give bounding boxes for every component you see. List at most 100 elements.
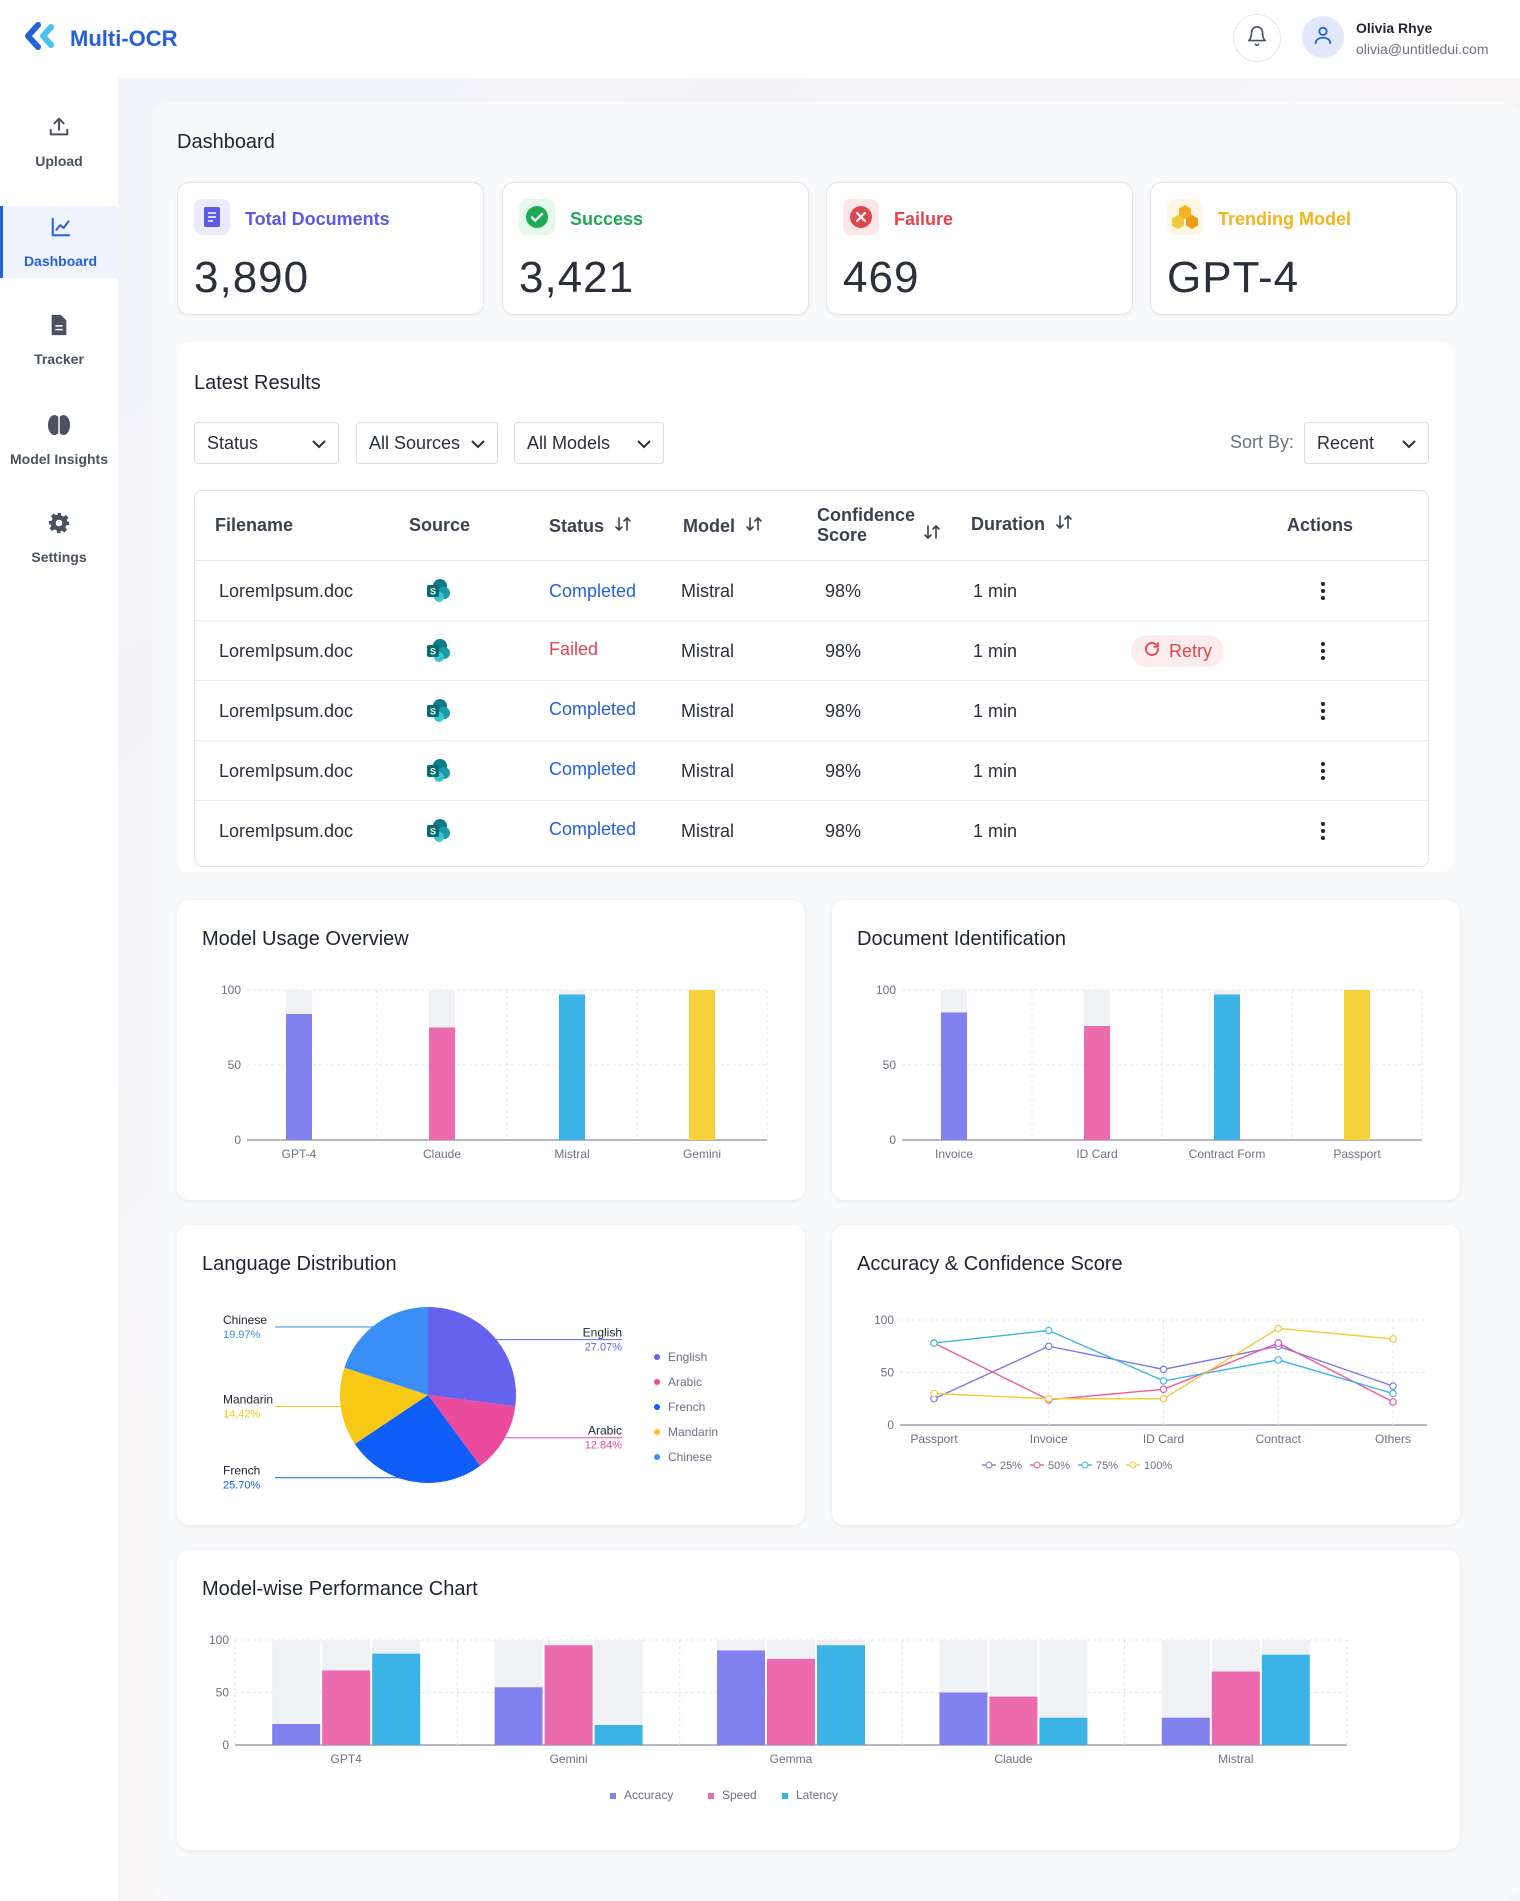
pie-slice-french [354, 1395, 481, 1483]
y-tick-label: 100 [221, 983, 241, 997]
performance-card: Model-wise Performance Chart 0 50 100 GPT4 G… [177, 1550, 1460, 1850]
table-row[interactable]: LoremIpsum.doc S Completed Mistral 98% 1… [195, 741, 1428, 801]
column-header-status[interactable]: Status [549, 515, 632, 538]
bar-speed-gpt4 [322, 1670, 371, 1745]
legend-marker [654, 1454, 660, 1460]
sidebar-item-label: Upload [35, 152, 83, 169]
filename-cell[interactable]: LoremIpsum.doc [219, 641, 354, 661]
row-menu-button[interactable] [1317, 817, 1329, 845]
column-header-confidence[interactable]: Confidence Score [817, 505, 940, 545]
legend-marker [654, 1354, 660, 1360]
accuracy-confidence-card: Accuracy & Confidence Score 0 50 100 Passpo… [832, 1225, 1460, 1525]
column-header-duration[interactable]: Duration [971, 513, 1073, 536]
y-tick-label: 0 [889, 1133, 896, 1147]
sidebar-item-dashboard[interactable]: Dashboard [0, 206, 118, 278]
model-filter[interactable]: All Models [514, 422, 664, 464]
language-distribution-chart: English 27.07% Arabic 12.84% French 25.70% Man… [223, 1307, 718, 1492]
legend-label: Speed [722, 1788, 757, 1802]
model-cell: Mistral [681, 821, 734, 841]
bar-latency-mistral [1261, 1654, 1310, 1745]
confidence-cell: 98% [825, 581, 862, 601]
sidebar-item-tracker[interactable]: Tracker [0, 304, 118, 376]
filename-cell[interactable]: LoremIpsum.doc [219, 761, 354, 781]
status-cell: Failed [549, 639, 599, 659]
chevron-down-icon [312, 433, 326, 454]
top-bar: Multi-OCR Olivia Rhye olivia@untitledui.… [0, 0, 1520, 78]
sidebar-item-label: Dashboard [23, 252, 98, 269]
model-cell: Mistral [681, 701, 734, 721]
data-point [1389, 1382, 1397, 1390]
legend-label: 50% [1048, 1460, 1070, 1472]
y-tick-label: 50 [228, 1058, 242, 1072]
x-tick-label: ID Card [1076, 1147, 1117, 1161]
sidebar-item-settings[interactable]: Settings [0, 502, 118, 574]
document-icon [194, 199, 230, 235]
sort-select[interactable]: Recent [1304, 422, 1429, 464]
stat-value: 3,421 [519, 253, 635, 302]
file-icon [49, 314, 69, 341]
sidebar-item-label: Tracker [34, 350, 84, 367]
stat-label: Trending Model [1218, 209, 1351, 229]
bar-latency-gpt4 [372, 1653, 421, 1745]
legend-label: 25% [1000, 1460, 1022, 1472]
table-row[interactable]: LoremIpsum.doc S Completed Mistral 98% 1… [195, 561, 1428, 621]
bar-passport [1344, 990, 1370, 1140]
model-usage-chart: 0 50 100 GPT-4 Claude Mistral Gemini [221, 983, 768, 1161]
accuracy-confidence-chart: 0 50 100 Passport Invoice ID Card Contract Othe… [874, 1313, 1427, 1472]
confidence-cell: 98% [825, 701, 862, 721]
sidebar-item-upload[interactable]: Upload [0, 106, 118, 178]
filename-cell[interactable]: LoremIpsum.doc [219, 701, 354, 721]
legend-label-english: English [668, 1350, 707, 1364]
chevron-down-icon [1402, 433, 1416, 454]
retry-button[interactable]: Retry [1131, 635, 1225, 667]
y-tick-label: 0 [222, 1738, 229, 1752]
results-table: Filename Source Status Model Confidence … [194, 490, 1429, 867]
user-email: olivia@untitledui.com [1356, 41, 1489, 57]
chart-title: Document Identification [857, 928, 1067, 950]
stat-card-success: Success 3,421 [502, 182, 809, 315]
latest-results-title: Latest Results [194, 372, 321, 394]
row-menu-button[interactable] [1317, 637, 1329, 665]
legend-label-arabic: Arabic [668, 1375, 702, 1389]
table-row[interactable]: LoremIpsum.doc S Completed Mistral 98% 1… [195, 801, 1428, 861]
sidebar-item-model-insights[interactable]: Model Insights [0, 404, 118, 476]
row-menu-button[interactable] [1317, 697, 1329, 725]
source-filter-value: All Sources [369, 432, 461, 453]
row-menu-button[interactable] [1317, 577, 1329, 605]
stat-value: GPT-4 [1167, 253, 1300, 302]
duration-cell: 1 min [973, 701, 1018, 721]
status-filter[interactable]: Status [194, 422, 339, 464]
bar-accuracy-claude [939, 1692, 988, 1745]
bar-speed-gemma [767, 1658, 815, 1745]
model-cell: Mistral [681, 581, 734, 601]
page-title: Dashboard [177, 131, 275, 153]
x-tick-label: GPT4 [331, 1752, 363, 1766]
sidebar-item-label: Settings [31, 548, 87, 565]
column-header-source[interactable]: Source [409, 515, 471, 535]
table-row[interactable]: LoremIpsum.doc S Failed Mistral 98% 1 mi… [195, 621, 1428, 681]
status-cell: Completed [549, 699, 637, 719]
bar-speed-mistral [1211, 1671, 1260, 1745]
legend-label-french: French [668, 1400, 705, 1414]
y-tick-label: 50 [881, 1366, 895, 1380]
upload-icon [48, 116, 70, 143]
column-header-model[interactable]: Model [683, 515, 763, 538]
stat-card-total-documents: Total Documents 3,890 [177, 182, 484, 315]
row-menu-button[interactable] [1317, 757, 1329, 785]
legend-label: 100% [1144, 1460, 1172, 1472]
avatar[interactable] [1302, 16, 1344, 58]
table-row[interactable]: LoremIpsum.doc S Completed Mistral 98% 1… [195, 681, 1428, 741]
sharepoint-icon: S [425, 577, 451, 608]
sort-icon [1055, 513, 1073, 536]
filename-cell[interactable]: LoremIpsum.doc [219, 581, 354, 601]
logo-icon [24, 22, 56, 55]
x-tick-label: Claude [423, 1147, 461, 1161]
bar-accuracy-mistral [1161, 1717, 1210, 1745]
column-header-filename[interactable]: Filename [215, 515, 294, 535]
chart-title: Model-wise Performance Chart [202, 1578, 478, 1600]
filename-cell[interactable]: LoremIpsum.doc [219, 821, 354, 841]
notifications-button[interactable] [1233, 14, 1281, 62]
brand[interactable]: Multi-OCR [24, 22, 178, 55]
x-tick-label: Gemma [770, 1752, 813, 1766]
source-filter[interactable]: All Sources [356, 422, 498, 464]
